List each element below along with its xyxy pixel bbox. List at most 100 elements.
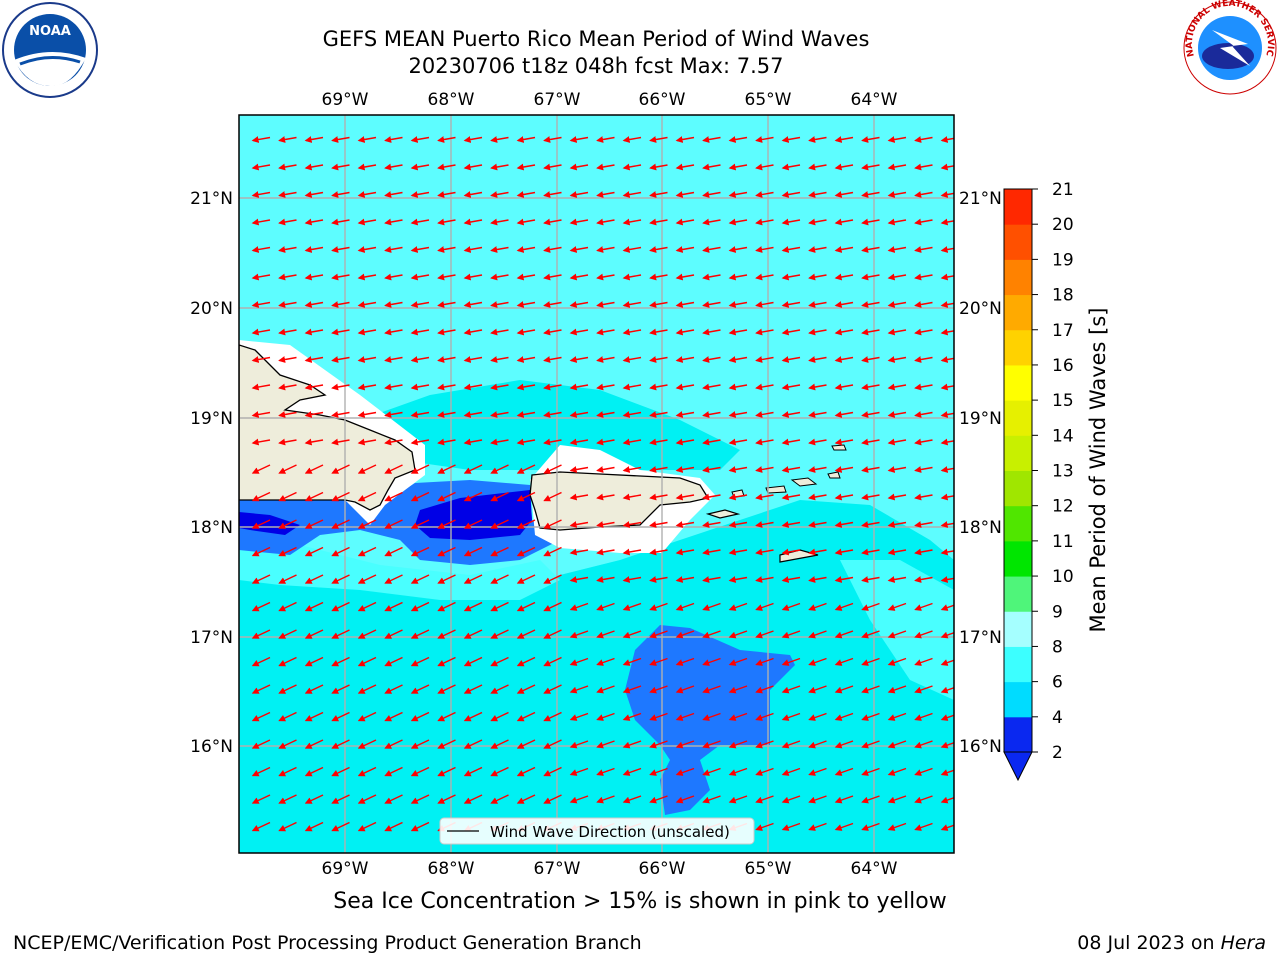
wind-wave-arrow xyxy=(834,493,854,501)
wave-contour-lightcyan-south xyxy=(239,540,560,600)
wind-wave-arrow xyxy=(596,795,615,804)
colorbar-extend-arrow xyxy=(1003,751,1033,782)
wind-wave-arrow xyxy=(278,246,297,253)
wind-wave-arrow xyxy=(808,657,827,666)
wind-wave-arrow xyxy=(808,740,827,749)
wind-wave-arrow xyxy=(914,328,933,336)
wind-wave-arrow xyxy=(410,684,430,694)
wind-wave-arrow xyxy=(569,795,589,804)
wind-wave-arrow xyxy=(675,795,695,804)
wind-wave-arrow xyxy=(702,301,721,308)
wind-wave-arrow xyxy=(914,218,933,226)
wind-wave-arrow xyxy=(278,491,297,502)
wind-wave-arrow xyxy=(861,548,880,556)
wind-wave-arrow xyxy=(675,602,695,611)
wind-wave-arrow xyxy=(622,630,642,639)
wind-wave-arrow xyxy=(278,411,297,418)
wind-wave-arrow xyxy=(675,438,695,446)
lon-label-top: 68°W xyxy=(428,90,475,110)
wind-wave-arrow xyxy=(384,821,403,832)
wind-wave-arrow xyxy=(755,740,774,749)
wind-wave-arrow xyxy=(702,521,721,528)
wind-wave-arrow xyxy=(781,273,801,281)
wind-wave-arrow xyxy=(490,411,509,418)
wind-wave-arrow xyxy=(278,656,297,667)
wind-wave-arrow xyxy=(410,711,430,722)
wind-wave-arrow xyxy=(569,657,589,666)
wind-wave-arrow xyxy=(728,630,748,639)
wind-wave-arrow xyxy=(516,411,536,418)
wind-wave-arrow xyxy=(437,739,456,749)
wind-wave-arrow xyxy=(569,493,589,501)
colorbar-cell xyxy=(1004,364,1032,401)
wind-wave-arrow xyxy=(649,493,668,501)
colorbar-cell xyxy=(1004,329,1032,366)
wind-wave-arrow xyxy=(410,328,430,336)
wind-wave-arrow xyxy=(437,574,456,584)
wind-wave-arrow xyxy=(384,519,403,529)
wind-wave-arrow xyxy=(463,711,483,722)
wind-wave-arrow xyxy=(463,574,483,584)
wind-wave-arrow xyxy=(357,328,377,336)
colorbar-cell xyxy=(1004,540,1032,577)
wind-wave-arrow xyxy=(834,273,854,281)
wind-wave-arrow xyxy=(278,711,297,722)
wind-wave-arrow xyxy=(861,191,880,198)
wind-wave-arrow xyxy=(887,493,907,501)
wind-wave-arrow xyxy=(278,273,297,281)
wind-wave-arrow xyxy=(914,191,933,198)
wind-wave-arrow xyxy=(596,576,615,583)
wind-wave-arrow xyxy=(728,795,748,804)
wind-wave-arrow xyxy=(861,136,880,143)
wind-wave-arrow xyxy=(437,464,456,474)
wind-wave-arrow xyxy=(437,383,456,391)
wind-wave-arrow xyxy=(940,796,954,804)
wind-wave-arrow xyxy=(596,136,615,143)
wind-wave-arrow xyxy=(384,601,403,612)
wind-wave-arrow xyxy=(702,438,721,446)
wind-wave-arrow xyxy=(808,795,827,804)
wind-wave-arrow xyxy=(755,576,774,583)
lat-label-left: 19°N xyxy=(190,409,233,429)
wind-wave-arrow xyxy=(251,491,271,502)
wind-wave-arrow xyxy=(543,218,562,226)
wind-wave-arrow xyxy=(728,218,748,226)
wind-wave-arrow xyxy=(914,136,933,143)
wind-wave-arrow xyxy=(596,548,615,556)
wind-wave-arrow xyxy=(251,356,271,363)
wind-wave-arrow xyxy=(940,824,954,831)
wind-wave-arrow xyxy=(675,136,695,143)
wind-wave-arrow xyxy=(543,273,562,281)
wind-wave-arrow xyxy=(331,519,350,529)
wind-wave-arrow xyxy=(940,631,954,639)
colorbar-cell xyxy=(1004,646,1032,683)
wind-wave-arrow xyxy=(781,411,801,418)
wind-wave-arrow xyxy=(861,493,880,501)
wind-wave-arrow xyxy=(781,685,801,694)
wind-wave-arrow xyxy=(781,191,801,198)
lon-label-top: 65°W xyxy=(745,90,792,110)
wind-wave-arrow xyxy=(304,438,324,446)
wind-wave-arrow xyxy=(834,602,854,611)
wind-wave-arrow xyxy=(543,191,562,198)
wind-wave-arrow xyxy=(516,218,536,226)
wind-wave-arrow xyxy=(808,822,827,831)
wind-wave-arrow xyxy=(861,602,880,611)
wind-wave-arrow xyxy=(596,328,615,336)
wind-wave-arrow xyxy=(490,191,509,198)
wind-wave-arrow xyxy=(384,629,403,639)
wind-wave-arrow xyxy=(543,766,562,777)
wind-wave-arrow xyxy=(463,383,483,391)
wind-wave-arrow xyxy=(887,411,907,418)
wind-wave-arrow xyxy=(940,218,954,226)
wind-wave-arrow xyxy=(543,684,562,694)
wind-wave-arrow xyxy=(834,356,854,363)
legend-label: Wind Wave Direction (unscaled) xyxy=(490,823,730,841)
footer-branch: NCEP/EMC/Verification Post Processing Pr… xyxy=(13,932,642,954)
wind-wave-arrow xyxy=(940,769,954,776)
colorbar-cell xyxy=(1004,259,1032,296)
wind-wave-arrow xyxy=(808,328,827,336)
wave-contour-cyan-north xyxy=(360,380,740,470)
wind-wave-arrow xyxy=(357,519,377,529)
wind-wave-arrow xyxy=(834,191,854,198)
